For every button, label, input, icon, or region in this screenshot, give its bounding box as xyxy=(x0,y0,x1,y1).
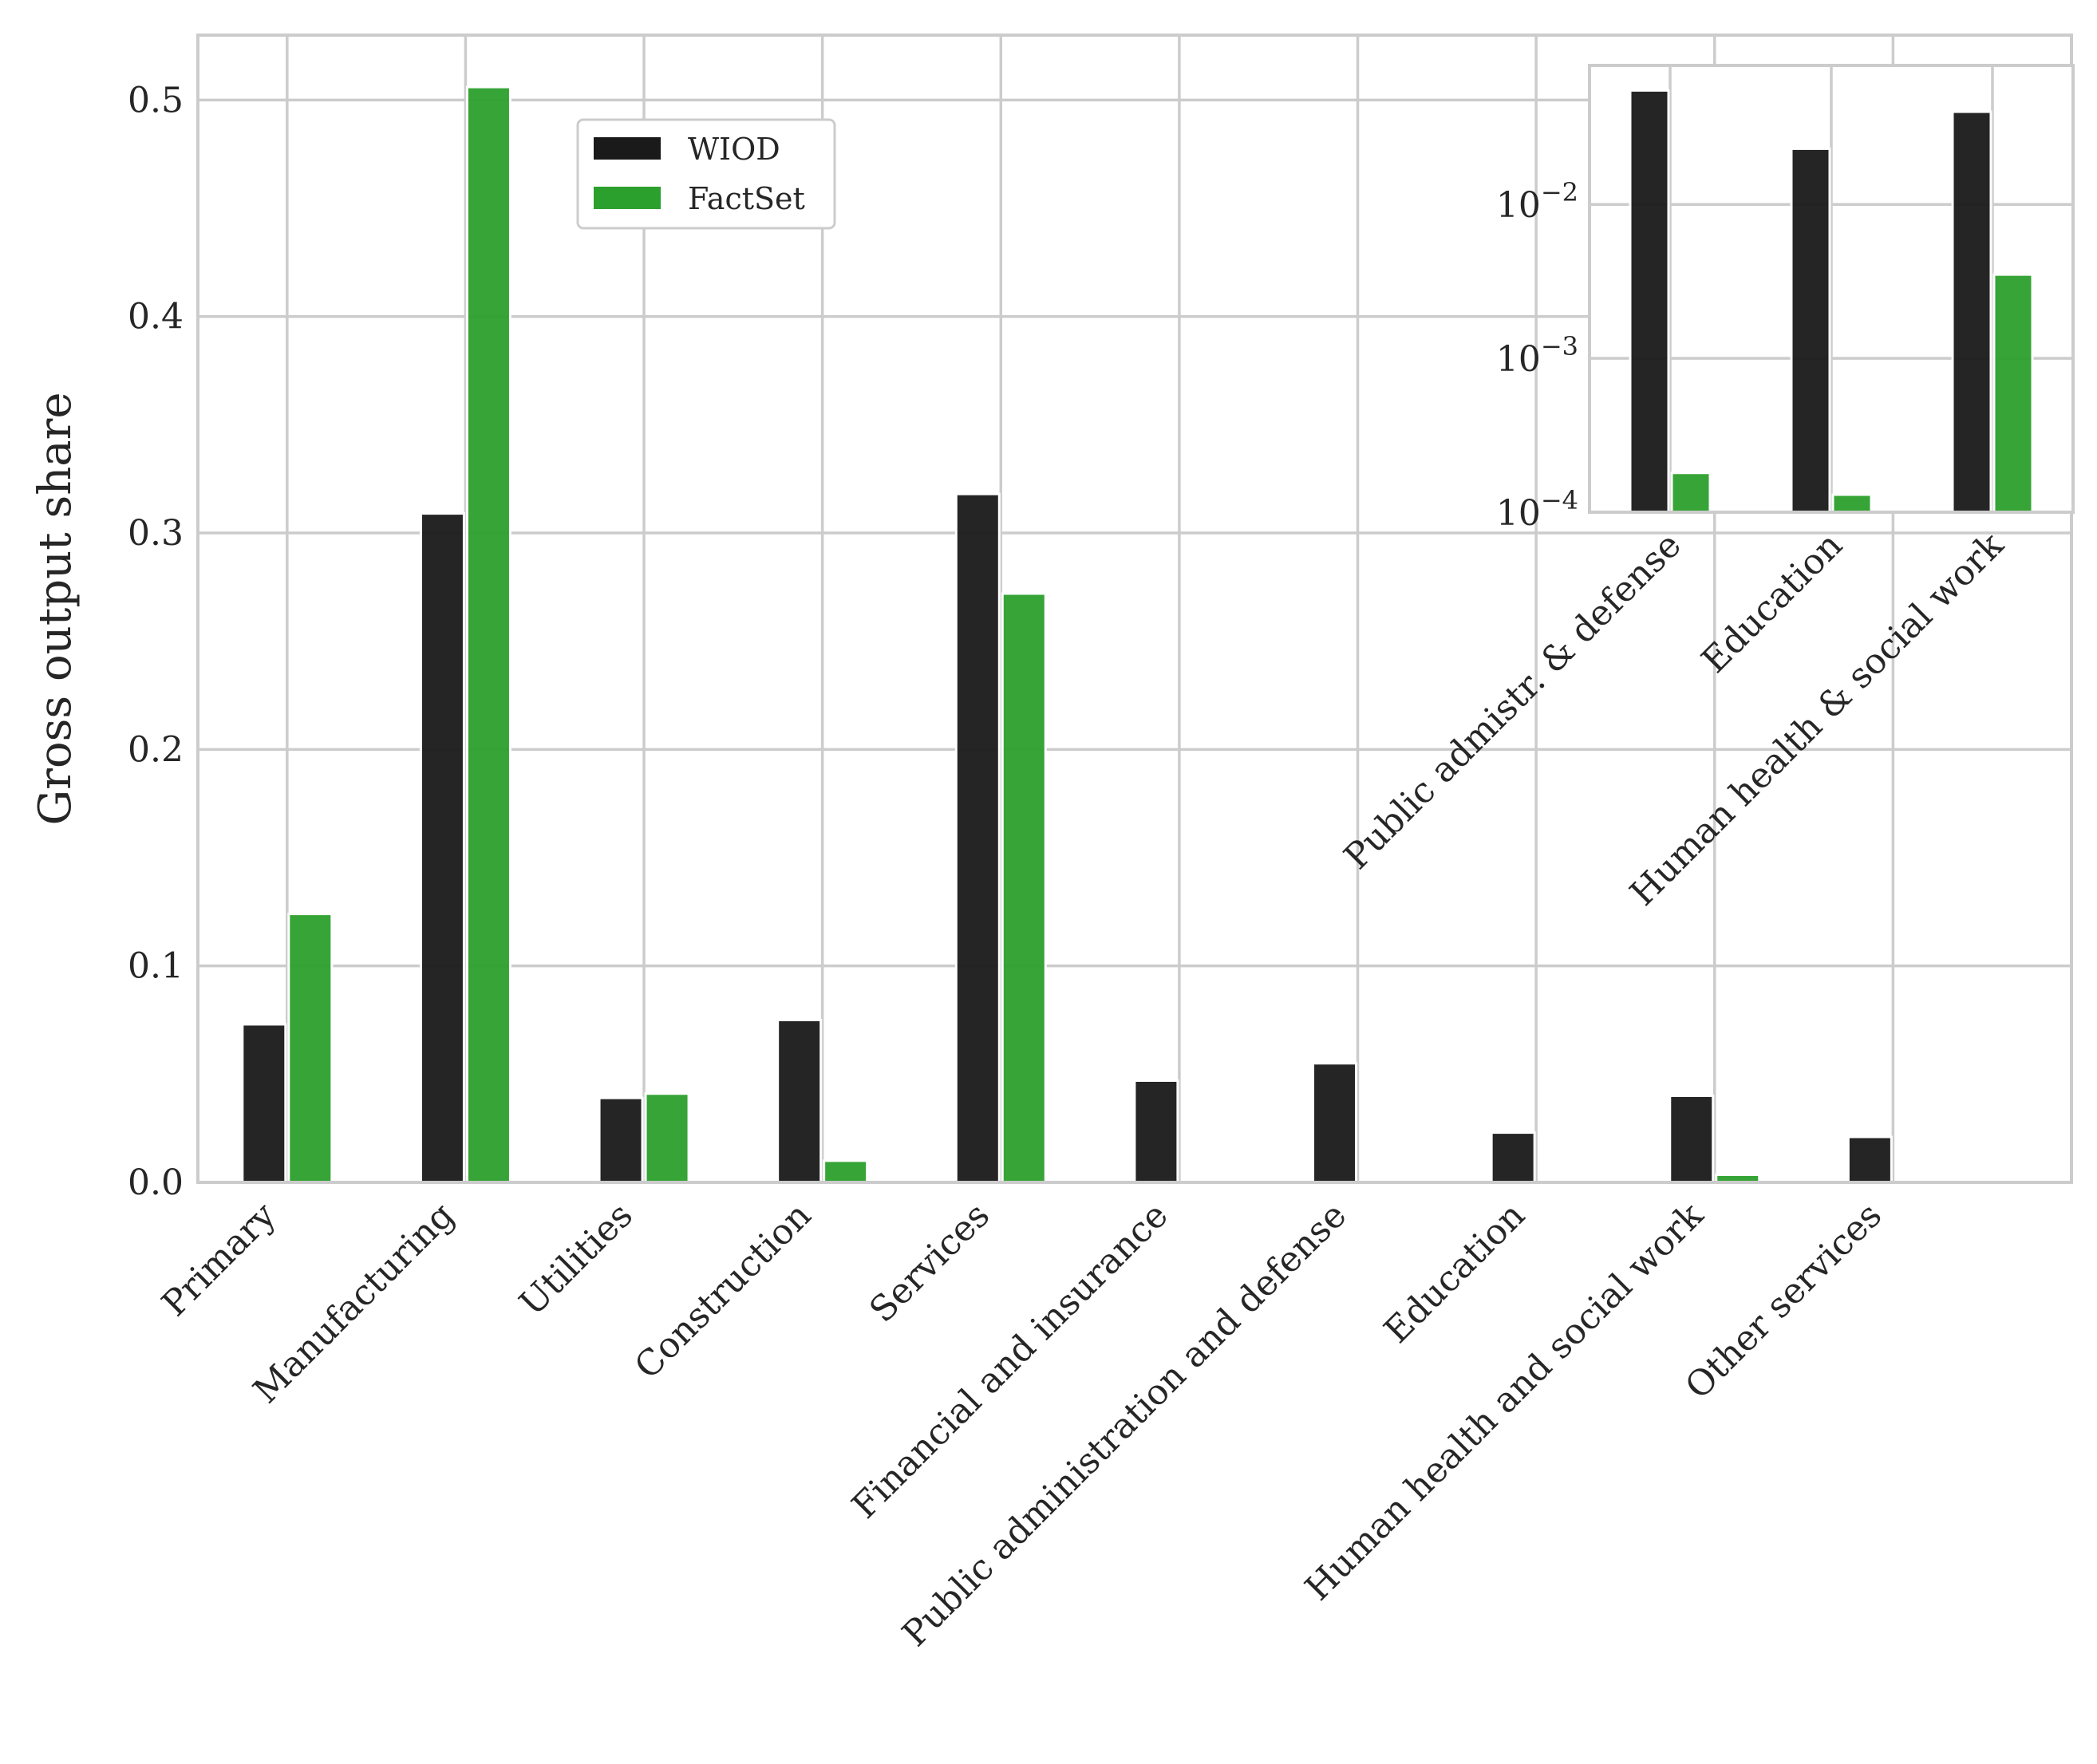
inset-bar-wiod-human-health-social-work xyxy=(1951,110,1992,514)
inset-bar-wiod-education xyxy=(1790,147,1831,514)
bar-factset-utilities xyxy=(644,1092,690,1184)
legend-label-wiod: WIOD xyxy=(688,132,780,167)
bar-wiod-primary xyxy=(241,1023,287,1184)
main-ytick-label: 0.1 xyxy=(128,946,184,987)
main-ytick-label: 0.4 xyxy=(128,297,184,337)
bar-wiod-utilities xyxy=(598,1096,644,1184)
bar-wiod-human-health-and-social-work xyxy=(1669,1094,1715,1184)
bar-factset-primary xyxy=(287,913,334,1184)
main-ytick-label: 0.5 xyxy=(128,80,184,120)
bar-wiod-education xyxy=(1490,1131,1536,1184)
legend-swatch-factset xyxy=(594,187,661,209)
bar-wiod-other-services xyxy=(1846,1135,1893,1184)
legend-label-factset: FactSet xyxy=(688,181,805,216)
inset-ytick-label: 10−3 xyxy=(1496,331,1578,380)
bar-factset-construction xyxy=(823,1159,869,1184)
bar-wiod-services xyxy=(954,492,1001,1184)
main-ytick-labels: 0.0 0.1 0.2 0.3 0.4 0.5 xyxy=(128,80,184,1203)
bar-wiod-public-administration-and-defense xyxy=(1312,1062,1358,1184)
inset-bars xyxy=(1629,89,2034,514)
bar-wiod-financial-and-insurance xyxy=(1133,1079,1179,1184)
inset-axes-frame xyxy=(1588,64,2075,514)
legend-swatch-wiod xyxy=(594,137,661,160)
inset-bar-factset-human-health-social-work xyxy=(1992,273,2034,514)
inset-ytick-labels: 10−2 10−3 10−4 xyxy=(1496,177,1578,534)
inset-bar-factset-public-admistr-defense xyxy=(1670,472,1712,514)
bar-factset-services xyxy=(1001,592,1047,1184)
legend: WIOD FactSet xyxy=(576,118,836,230)
main-ytick-label: 0.3 xyxy=(128,513,184,554)
inset-bar-factset-education xyxy=(1831,493,1873,514)
bar-wiod-construction xyxy=(776,1019,823,1184)
bar-wiod-manufacturing xyxy=(419,512,465,1184)
inset-ytick-label: 10−4 xyxy=(1496,485,1578,534)
inset-bar-wiod-public-admistr-defense xyxy=(1629,89,1670,514)
main-axes-frame xyxy=(196,34,2073,1184)
main-bars xyxy=(241,85,1893,1184)
main-ytick-label: 0.0 xyxy=(128,1162,184,1203)
inset-ytick-label: 10−2 xyxy=(1496,177,1578,226)
y-axis-label: Gross output share xyxy=(30,392,81,825)
bar-factset-manufacturing xyxy=(465,85,511,1184)
main-ytick-label: 0.2 xyxy=(128,729,184,770)
